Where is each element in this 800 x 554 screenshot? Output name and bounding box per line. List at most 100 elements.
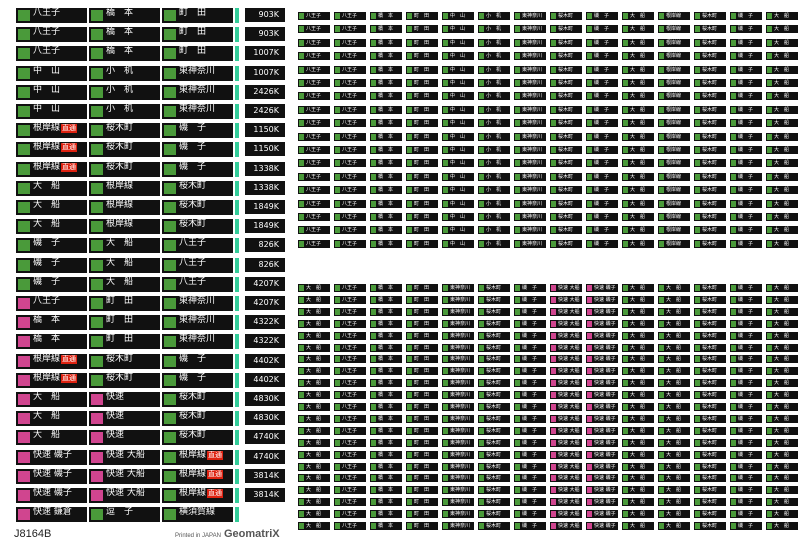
destination-label: 桜木町 (558, 39, 574, 46)
small-destination-plate: 中 山 (442, 38, 474, 47)
small-destination-plate: 磯 子 (730, 462, 762, 471)
destination-label: 中 山 (450, 80, 466, 86)
line-color-chip (479, 511, 484, 518)
line-color-chip (731, 39, 736, 46)
small-destination-plate: 快速 大船 (550, 426, 582, 435)
line-color-chip (407, 66, 412, 73)
destination-label: 中 山 (450, 120, 466, 127)
line-color-chip (515, 285, 520, 291)
line-color-chip (731, 147, 736, 153)
destination-label: 横須賀線 (179, 507, 216, 518)
small-destination-plate: 橋 本 (370, 52, 402, 61)
line-color-chip (551, 93, 556, 100)
line-color-chip (767, 106, 772, 113)
small-destination-plate: 磯 子 (514, 414, 546, 423)
train-number-plate: 3814K (245, 468, 285, 483)
destination-label: 桜木町 (558, 200, 574, 207)
small-destination-plate: 快速 磯子 (586, 486, 618, 495)
line-color-chip (659, 160, 664, 167)
small-destination-plate: 大 船 (766, 426, 798, 435)
destination-label: 磯 子 (522, 427, 538, 434)
line-color-chip (731, 463, 736, 470)
destination-label: 快速 磯子 (33, 488, 72, 498)
small-destination-plate: 東神奈川 (442, 355, 474, 364)
small-destination-plate: 町 田 (406, 426, 438, 435)
destination-label: 東神奈川 (179, 84, 216, 95)
destination-label: 快速 磯子 (594, 344, 616, 351)
destination-label: 八王子 (342, 332, 358, 339)
destination-label: 大 船 (630, 427, 646, 434)
line-color-chip (407, 404, 412, 410)
small-destination-plate: 町 田 (406, 522, 438, 530)
line-color-chip (587, 344, 592, 351)
small-destination-plate: 八王子 (334, 172, 366, 181)
line-color-chip (335, 392, 340, 399)
line-color-chip (515, 392, 520, 399)
line-color-chip (623, 308, 628, 315)
destination-plate: 快速 (89, 430, 160, 446)
line-color-chip (551, 523, 556, 529)
destination-label: 磯 子 (179, 353, 207, 364)
small-destination-plate: 快速 磯子 (586, 403, 618, 411)
destination-label: 八王子 (342, 133, 358, 140)
small-destination-plate: 大 船 (766, 391, 798, 400)
line-color-chip (515, 133, 520, 140)
destination-label: 大 船 (666, 463, 682, 470)
destination-label: 快速 磯子 (594, 332, 616, 339)
line-color-chip (407, 187, 412, 194)
line-color-chip (164, 106, 176, 117)
line-color-chip (443, 439, 448, 446)
small-destination-plate: 東神奈川 (514, 92, 546, 101)
destination-label: 磯 子 (522, 356, 538, 363)
destination-label: 磯 子 (522, 332, 538, 339)
destination-label: 八王子 (33, 27, 61, 38)
destination-label: 大 船 (630, 487, 646, 494)
line-color-chip (731, 392, 736, 399)
train-number-plate: 1849K (245, 200, 285, 214)
destination-label: 八王子 (342, 439, 358, 446)
small-destination-plate: 磯 子 (730, 295, 762, 304)
destination-label: 中 山 (450, 93, 466, 100)
destination-label: 八王子 (342, 160, 358, 167)
line-color-chip (731, 93, 736, 100)
small-destination-plate: 磯 子 (586, 12, 618, 20)
destination-label: 大 船 (630, 13, 646, 19)
small-destination-plate: 東神奈川 (514, 52, 546, 61)
line-color-chip (695, 53, 700, 60)
destination-label: 東神奈川 (450, 415, 471, 422)
destination-plate: 町 田 (89, 315, 160, 331)
line-color-chip (587, 173, 592, 180)
destination-label: 八王子 (306, 240, 322, 247)
line-color-chip (335, 53, 340, 60)
small-destination-plate: 大 船 (658, 295, 690, 304)
destination-plate: 根岸線 直通 (16, 353, 87, 369)
line-color-chip (551, 240, 556, 247)
small-destination-plate: 桜木町 (694, 119, 726, 128)
destination-label: 東神奈川 (522, 200, 543, 207)
line-color-chip (443, 53, 448, 60)
destination-label: 大 船 (306, 320, 322, 327)
destination-label: 東神奈川 (522, 53, 543, 60)
small-destination-plate: 快速 磯子 (586, 522, 618, 530)
line-color-chip (587, 439, 592, 446)
line-color-chip (515, 66, 520, 73)
destination-label: 磯 子 (738, 200, 754, 207)
line-color-chip (587, 356, 592, 363)
destination-label: 東神奈川 (450, 392, 471, 399)
destination-label: 根岸線 直通 (33, 123, 78, 134)
destination-label: 磯 子 (522, 380, 538, 387)
destination-label: 大 船 (33, 200, 61, 210)
destination-label: 大 船 (774, 120, 790, 127)
plate-endcap (235, 353, 239, 369)
line-color-chip (767, 39, 772, 46)
line-color-chip (767, 451, 772, 458)
small-destination-plate: 磯 子 (514, 403, 546, 411)
destination-plate: 東神奈川 (162, 65, 233, 81)
destination-label: 大 船 (630, 26, 646, 33)
small-destination-plate: 八王子 (334, 105, 366, 114)
small-destination-plate: 大 船 (298, 414, 330, 423)
small-destination-plate: 大 船 (622, 462, 654, 471)
destination-label: 磯 子 (522, 404, 538, 410)
train-number-plate: 4207K (245, 296, 285, 310)
small-destination-plate: 八王子 (334, 498, 366, 507)
